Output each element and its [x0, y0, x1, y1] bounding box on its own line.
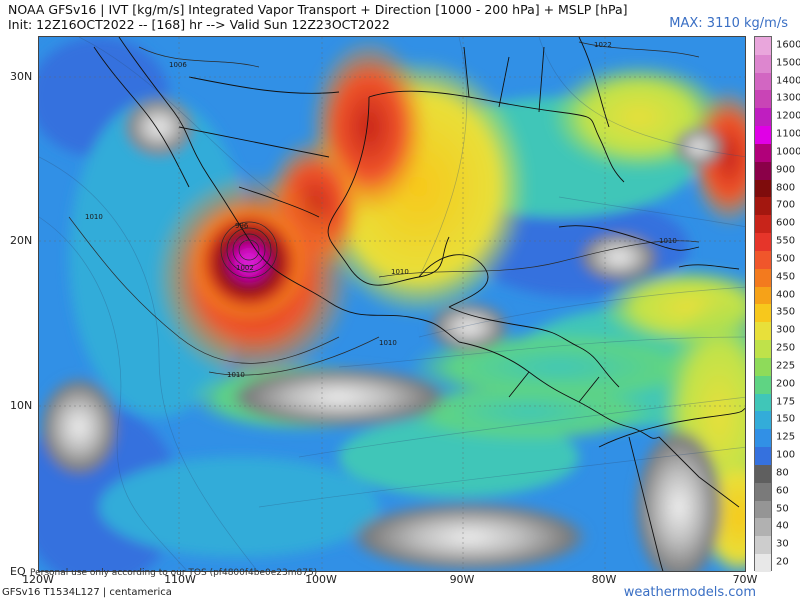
colorbar-cell — [755, 464, 771, 483]
colorbar-cell — [755, 375, 771, 394]
isobar-label: 1010 — [659, 237, 677, 245]
colorbar-level-label: 800 — [776, 182, 796, 194]
colorbar-level-label: 350 — [776, 306, 796, 318]
isobar-label: 1002 — [236, 264, 254, 272]
colorbar-cell — [755, 233, 771, 251]
lon-label: 90W — [449, 573, 475, 586]
isobar-label: 996 — [235, 222, 249, 230]
colorbar-cell — [755, 72, 771, 91]
colorbar-level-label: 40 — [776, 520, 789, 532]
colorbar-cell — [755, 429, 771, 448]
colorbar-cell — [755, 250, 771, 269]
colorbar-cell — [755, 340, 771, 358]
colorbar-cell — [755, 357, 771, 376]
colorbar-level-label: 50 — [776, 503, 789, 515]
colorbar-cell — [755, 500, 771, 519]
colorbar-level-label: 600 — [776, 217, 796, 229]
colorbar-level-label: 80 — [776, 467, 789, 479]
colorbar-cell — [755, 215, 771, 234]
isobar-label: 1010 — [379, 339, 397, 347]
lon-label: 110W — [164, 573, 196, 586]
colorbar-cell — [755, 268, 771, 287]
map-title: NOAA GFSv16 | IVT [kg/m/s] Integrated Va… — [8, 2, 628, 17]
lat-label: 20N — [10, 234, 33, 247]
colorbar-cell — [755, 304, 771, 323]
colorbar-level-label: 400 — [776, 289, 796, 301]
colorbar-level-label: 225 — [776, 360, 796, 372]
lat-label: EQ — [10, 565, 26, 578]
ivt-map: 1006 1022 1010 1010 1010 1010 1002 1010 … — [38, 36, 746, 572]
colorbar-level-label: 20 — [776, 556, 789, 568]
colorbar-level-label: 175 — [776, 396, 796, 408]
colorbar-cell — [755, 411, 771, 430]
colorbar-level-label: 900 — [776, 164, 796, 176]
colorbar-cell — [755, 393, 771, 412]
colorbar-cell — [755, 90, 771, 109]
colorbar-level-label: 500 — [776, 253, 796, 265]
init-valid-time: Init: 12Z16OCT2022 -- [168] hr --> Valid… — [8, 17, 390, 32]
colorbar-cell — [755, 482, 771, 501]
colorbar-level-label: 60 — [776, 485, 789, 497]
colorbar-level-label: 100 — [776, 449, 796, 461]
colorbar-level-label: 250 — [776, 342, 796, 354]
usage-note: Personal use only according to our TOS (… — [30, 568, 318, 578]
colorbar-cell — [755, 286, 771, 305]
ivt-colorbar — [754, 36, 772, 572]
colorbar-cell — [755, 143, 771, 162]
site-link[interactable]: weathermodels.com — [623, 585, 756, 600]
colorbar-cell — [755, 108, 771, 127]
colorbar-cell — [755, 179, 771, 198]
lon-label: 70W — [732, 573, 758, 586]
colorbar-level-label: 30 — [776, 538, 789, 550]
isobar-label: 1006 — [169, 61, 187, 69]
colorbar-level-label: 200 — [776, 378, 796, 390]
lon-label: 80W — [591, 573, 617, 586]
coastlines — [93, 37, 745, 571]
colorbar-cell — [755, 197, 771, 216]
colorbar-level-label: 1200 — [776, 110, 800, 122]
colorbar-cell — [755, 536, 771, 555]
colorbar-cell — [755, 54, 771, 73]
isobar-label: 1022 — [594, 41, 612, 49]
lon-label: 120W — [22, 573, 54, 586]
colorbar-level-label: 450 — [776, 271, 796, 283]
colorbar-cell — [755, 322, 771, 341]
colorbar-level-label: 1500 — [776, 57, 800, 69]
lat-label: 30N — [10, 70, 33, 83]
colorbar-level-label: 1000 — [776, 146, 800, 158]
isobar-label: 1010 — [85, 213, 103, 221]
colorbar-cell — [755, 161, 771, 180]
colorbar-level-label: 550 — [776, 235, 796, 247]
colorbar-cell — [755, 126, 771, 144]
colorbar-level-label: 1600 — [776, 39, 800, 51]
colorbar-level-label: 1100 — [776, 128, 800, 140]
colorbar-cell — [755, 447, 771, 465]
colorbar-cell — [755, 554, 771, 572]
colorbar-level-label: 125 — [776, 431, 796, 443]
graticule — [39, 37, 745, 571]
colorbar-cell — [755, 518, 771, 537]
ivt-shading — [39, 37, 745, 571]
max-value-label: MAX: 3110 kg/m/s — [669, 16, 788, 31]
colorbar-level-label: 1400 — [776, 75, 800, 87]
colorbar-cell — [755, 37, 771, 55]
isobar-label: 1010 — [391, 268, 409, 276]
colorbar-level-label: 150 — [776, 413, 796, 425]
lon-label: 100W — [305, 573, 337, 586]
colorbar-level-label: 700 — [776, 199, 796, 211]
model-info: GFSv16 T1534L127 | centamerica — [2, 587, 172, 598]
isobar-label: 1010 — [227, 371, 245, 379]
colorbar-level-label: 300 — [776, 324, 796, 336]
lat-label: 10N — [10, 399, 33, 412]
colorbar-level-label: 1300 — [776, 92, 800, 104]
